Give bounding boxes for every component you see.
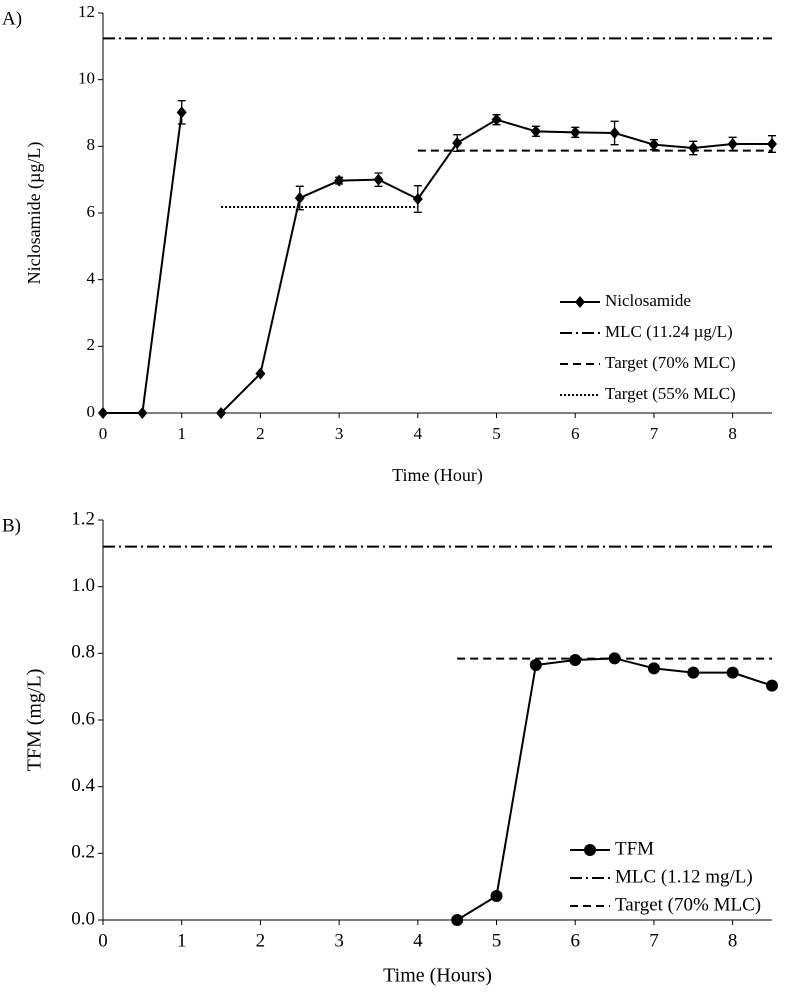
panel-label: B): [2, 515, 21, 536]
x-tick-label: 5: [492, 424, 501, 443]
legend-label: Niclosamide: [605, 291, 691, 310]
marker: [609, 127, 620, 139]
y-tick-label: 0: [87, 402, 96, 421]
legend-label: Target (55% MLC): [605, 384, 736, 403]
marker: [255, 367, 266, 380]
marker: [137, 407, 148, 419]
marker: [530, 125, 541, 138]
y-axis-label: Niclosamide (µg/L): [24, 142, 45, 285]
marker: [688, 142, 699, 154]
x-tick-label: 3: [334, 930, 344, 951]
x-axis-label: Time (Hour): [392, 465, 483, 486]
marker: [490, 890, 503, 902]
x-tick-label: 1: [177, 424, 186, 443]
marker: [412, 193, 423, 205]
y-tick-label: 0.2: [71, 842, 95, 863]
marker: [334, 174, 345, 187]
y-tick-label: 0.8: [71, 642, 95, 663]
marker: [726, 666, 739, 679]
x-tick-label: 3: [335, 424, 344, 443]
legend-label: TFM: [615, 838, 654, 859]
legend-label: Target (70% MLC): [605, 353, 736, 372]
marker: [766, 679, 778, 692]
marker: [98, 407, 108, 419]
legend-label: MLC (11.24 µg/L): [605, 322, 733, 341]
x-tick-label: 7: [649, 930, 659, 951]
marker: [570, 126, 581, 139]
y-tick-label: 8: [87, 135, 96, 154]
marker: [491, 113, 502, 126]
x-tick-label: 5: [492, 930, 502, 951]
y-tick-label: 0.6: [71, 708, 95, 729]
marker: [529, 659, 542, 671]
marker: [648, 138, 659, 151]
marker: [727, 138, 738, 150]
y-axis-label: TFM (mg/L): [24, 669, 46, 772]
x-tick-label: 6: [571, 424, 580, 443]
x-tick-label: 0: [99, 424, 108, 443]
y-tick-label: 10: [78, 69, 95, 88]
marker: [451, 914, 464, 926]
y-tick-label: 1.2: [71, 508, 95, 529]
panel-label: A): [2, 8, 22, 29]
marker: [575, 296, 585, 308]
marker: [687, 666, 700, 679]
marker: [294, 192, 305, 204]
x-tick-label: 2: [256, 930, 266, 951]
y-tick-label: 0.4: [71, 775, 95, 796]
y-tick-label: 12: [78, 2, 95, 21]
x-tick-label: 6: [570, 930, 580, 951]
marker: [647, 662, 660, 675]
legend-label: Target (70% MLC): [615, 894, 761, 915]
marker: [569, 654, 582, 666]
y-tick-label: 2: [87, 335, 96, 354]
marker: [452, 137, 463, 149]
x-tick-label: 7: [650, 424, 659, 443]
legend-label: MLC (1.12 mg/L): [615, 866, 753, 887]
marker: [767, 138, 777, 150]
x-tick-label: 0: [98, 930, 108, 951]
y-tick-label: 0.0: [71, 908, 95, 929]
marker: [176, 106, 187, 119]
marker: [373, 173, 384, 186]
x-tick-label: 4: [414, 424, 423, 443]
x-tick-label: 8: [728, 930, 738, 951]
y-tick-label: 4: [87, 269, 96, 288]
marker: [584, 844, 596, 856]
x-tick-label: 2: [256, 424, 265, 443]
y-tick-label: 6: [87, 202, 96, 221]
x-tick-label: 4: [413, 930, 423, 951]
marker: [216, 407, 227, 419]
x-tick-label: 8: [728, 424, 737, 443]
x-axis-label: Time (Hours): [383, 965, 492, 987]
y-tick-label: 1.0: [71, 575, 95, 596]
x-tick-label: 1: [177, 930, 187, 951]
